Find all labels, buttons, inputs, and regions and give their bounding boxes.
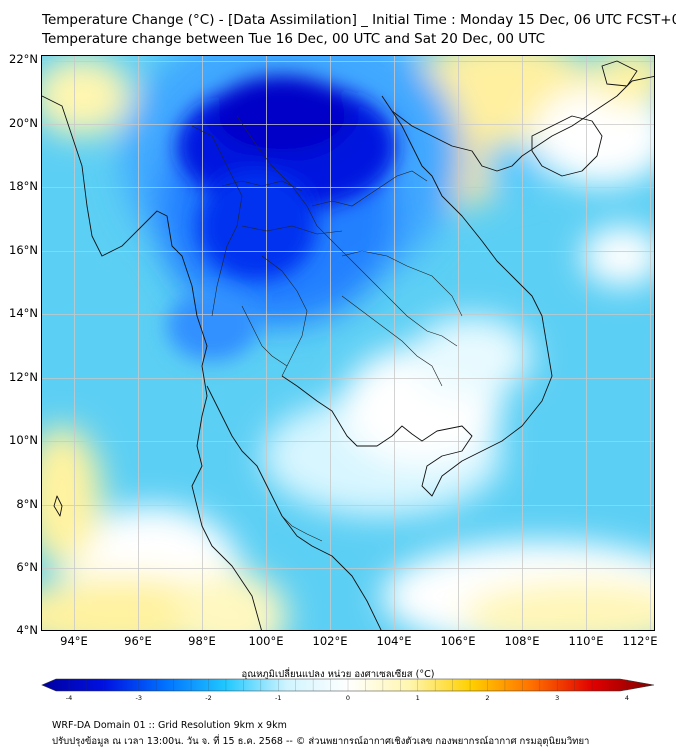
lon-label-100e: 100°E (248, 634, 284, 648)
lon-label-96e: 96°E (124, 634, 152, 648)
lon-label-106e: 106°E (440, 634, 476, 648)
footer-model-info: WRF-DA Domain 01 :: Grid Resolution 9km … (52, 720, 287, 731)
lat-label-20n: 20°N (9, 116, 38, 130)
colorbar-tick-label: 1 (415, 694, 420, 702)
colorbar-tick-label: -1 (275, 694, 282, 702)
temperature-change-map (41, 55, 655, 631)
lat-label-22n: 22°N (9, 52, 38, 66)
lon-label-98e: 98°E (188, 634, 216, 648)
colorbar-bar (41, 678, 655, 692)
map-subtitle: Temperature change between Tue 16 Dec, 0… (42, 31, 546, 47)
lon-label-110e: 110°E (568, 634, 604, 648)
colorbar-tick-label: 3 (555, 694, 560, 702)
colorbar-tick-label: -3 (135, 694, 142, 702)
colorbar-title: อุณหภูมิเปลี่ยนแปลง หน่วย องศาเซลเซียส (… (241, 669, 435, 680)
boundaries (191, 115, 463, 542)
lat-label-16n: 16°N (9, 243, 38, 257)
lat-label-10n: 10°N (9, 433, 38, 447)
lat-label-4n: 4°N (16, 623, 38, 637)
graticule (42, 56, 654, 630)
footer-credit: ปรับปรุงข้อมูล ณ เวลา 13:00น. วัน จ. ที่… (52, 736, 590, 747)
colorbar-tick-label: -4 (65, 694, 73, 702)
lat-label-6n: 6°N (16, 560, 38, 574)
lat-label-12n: 12°N (9, 370, 38, 384)
colorbar-tick-label: 4 (624, 694, 630, 702)
colorbar-tick-label: 2 (485, 694, 490, 702)
colorbar-tick-label: 0 (345, 694, 351, 702)
lon-label-102e: 102°E (312, 634, 348, 648)
lon-label-112e: 112°E (622, 634, 658, 648)
lat-label-14n: 14°N (9, 306, 38, 320)
temperature-field-core (167, 76, 397, 361)
lat-label-18n: 18°N (9, 179, 38, 193)
lat-label-8n: 8°N (16, 497, 38, 511)
colorbar-ticklines (68, 679, 628, 691)
colorbar (41, 678, 655, 692)
lon-label-108e: 108°E (504, 634, 540, 648)
colorbar-tick-label: -2 (205, 694, 212, 702)
map-title: Temperature Change (°C) - [Data Assimila… (42, 12, 676, 28)
lon-label-104e: 104°E (376, 634, 412, 648)
lon-label-94e: 94°E (60, 634, 88, 648)
map-canvas (42, 56, 654, 630)
